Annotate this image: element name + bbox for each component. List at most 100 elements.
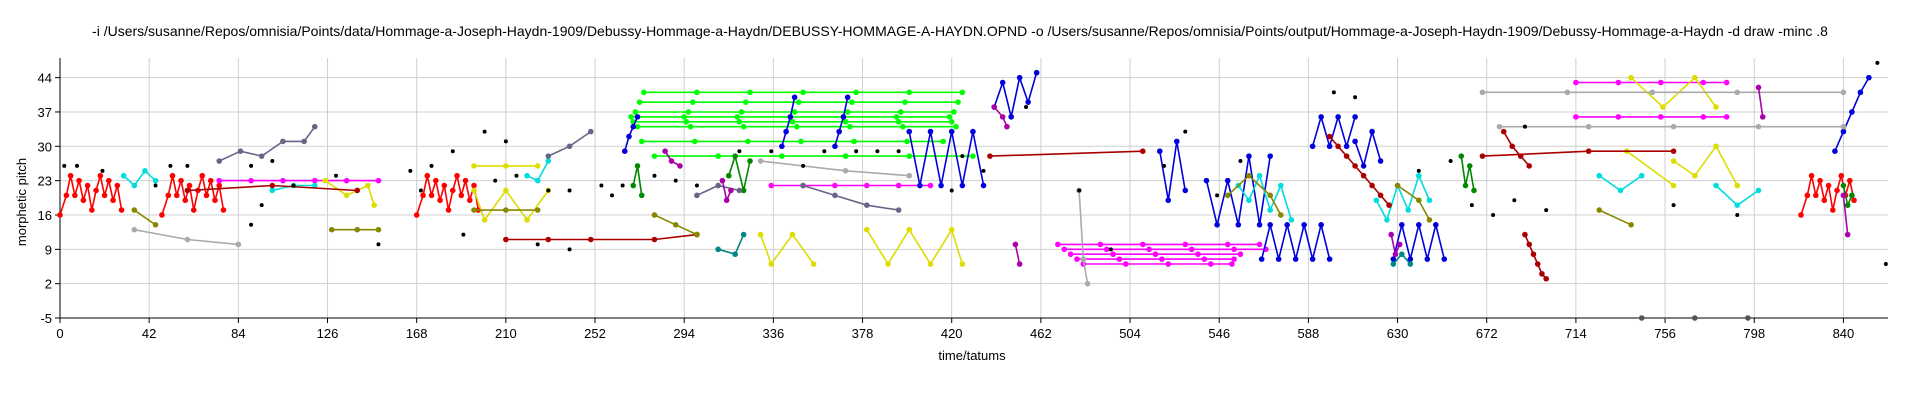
series-59-line [1598,209,1632,226]
series-26-point-3 [1182,187,1189,194]
series-3-point-8 [1834,187,1840,194]
series-64-point-0 [1840,182,1847,189]
x-tick-label-6: 252 [584,326,606,341]
series-69 [694,182,743,199]
series-50-point-1 [1526,241,1532,248]
series-64-point-1 [1844,202,1851,208]
series-85-point-58 [535,242,540,247]
series-63-point-3 [1471,187,1477,194]
series-34-point-2 [311,182,318,189]
series-85-point-23 [769,149,774,154]
series-1-point-4 [178,177,184,184]
series-5-point-5 [927,182,934,189]
series-62-point-1 [732,153,738,159]
series-28-point-5 [1301,221,1307,228]
series-24 [906,128,987,189]
series-3-point-12 [1851,197,1857,204]
series-50-point-0 [1522,231,1528,238]
series-70-point-0 [800,182,806,189]
series-2-point-1 [420,192,426,199]
series-66-point-2 [740,231,747,238]
series-78-point-2 [677,163,683,169]
series-39-point-0 [1713,182,1719,189]
series-73 [1076,187,1091,287]
series-76-point-1 [842,168,849,174]
series-78-point-0 [662,148,668,155]
series-25-point-5 [1033,69,1040,76]
series-46-point-1 [1691,172,1698,179]
series-17-point-5 [895,118,902,125]
series-83-point-0 [1840,192,1847,199]
series-13-point-0 [641,89,647,96]
series-5-point-4 [895,182,902,189]
series-0-point-2 [67,172,74,179]
series-9-point-0 [1074,256,1080,262]
series-2-point-2 [424,172,431,179]
series-0 [57,172,125,218]
series-84-point-1 [999,114,1006,120]
series-12-point-0 [1573,114,1579,120]
series-63-point-2 [1466,163,1473,169]
series-60-line [1227,174,1282,216]
series-39-line [1715,184,1759,207]
series-35-point-1 [534,177,541,184]
series-36-point-4 [1277,182,1284,189]
series-18-point-0 [634,123,641,130]
series-53-line [1482,150,1674,157]
series-14-point-6 [955,99,961,105]
series-85-point-10 [408,168,413,173]
series-70-point-2 [863,202,870,208]
series-1-point-1 [165,192,172,199]
series-18-point-3 [793,123,800,130]
series-24-point-4 [948,128,955,135]
series-85-point-34 [1108,247,1113,252]
series-54-point-0 [184,187,191,194]
series-75-point-4 [1840,123,1847,130]
series-73-point-1 [1080,256,1087,262]
y-tick-label-4: 23 [38,174,52,189]
series-85 [62,60,1888,267]
series-85-point-55 [450,149,455,154]
series-24-point-6 [970,128,976,135]
series-33-point-2 [142,168,148,174]
series-14-point-5 [902,99,908,105]
series-66 [715,231,747,258]
series-22-point-0 [779,143,785,150]
y-tick-label-5: 30 [38,139,52,154]
series-13 [641,89,966,96]
series-80-line [1014,244,1021,265]
series-85-point-44 [1491,212,1496,217]
series-0-point-0 [57,212,63,218]
series-48-point-2 [1343,153,1350,159]
series-0-point-14 [118,207,125,213]
series-61-point-2 [1426,217,1433,223]
series-13-point-5 [906,89,913,96]
series-50-point-4 [1539,271,1545,277]
series-57-point-1 [672,221,679,228]
series-78-point-1 [668,158,675,164]
series-48-point-1 [1335,143,1341,150]
series-56 [471,207,541,213]
series-65-point-0 [630,182,637,189]
series-3-point-3 [1813,192,1819,199]
series-28-point-8 [1326,256,1333,262]
series-5-point-0 [768,182,775,189]
series-25-point-2 [1008,114,1014,120]
series-12-point-4 [1723,114,1730,120]
series-39-point-1 [1734,202,1741,208]
series-59 [1596,207,1634,228]
series-85-point-6 [249,163,254,168]
series-16-point-6 [946,114,953,120]
series-19-point-2 [745,138,751,145]
series-33-point-1 [131,182,138,189]
series-85-point-41 [1416,168,1421,173]
series-85-point-39 [1331,90,1336,95]
series-56-point-1 [503,207,509,213]
series-12 [1573,114,1730,120]
series-4-point-1 [248,177,254,184]
series-68-point-2 [258,153,265,159]
y-tick-label-3: 16 [38,208,52,223]
series-19-point-5 [904,138,910,145]
series-18-point-4 [846,123,853,130]
series-84-point-2 [1004,123,1010,130]
